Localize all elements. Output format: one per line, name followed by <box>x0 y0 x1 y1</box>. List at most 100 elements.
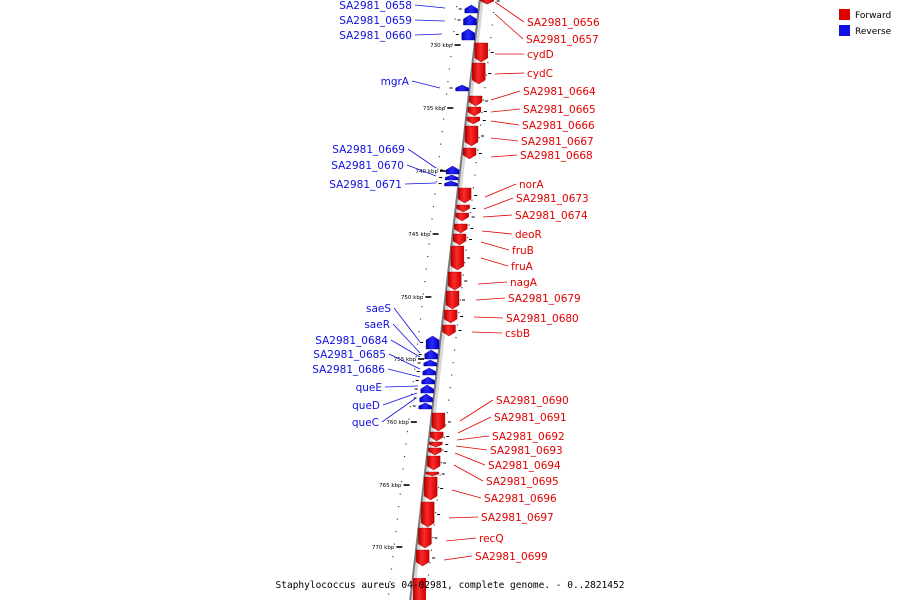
gene-label-sa2981-0667: SA2981_0667 <box>521 136 594 148</box>
minor-tick-dot <box>433 524 435 526</box>
gene-block-sa2981-0684 <box>423 359 437 367</box>
map-caption: Staphylococcus aureus 04-02981, complete… <box>276 580 625 591</box>
gene-label-sa2981-0690: SA2981_0690 <box>496 395 569 407</box>
leader-line-sa2981-0691 <box>457 416 492 434</box>
gene-block-sa2981-0658 <box>464 4 478 14</box>
gene-label-sa2981-0694: SA2981_0694 <box>488 460 561 472</box>
minor-tick-dot <box>455 337 457 339</box>
leader-line-sa2981-0680 <box>473 316 504 319</box>
gene-label-sa2981-0665: SA2981_0665 <box>523 104 596 116</box>
gene-label-sa2981-0666: SA2981_0666 <box>522 120 595 132</box>
leader-line-sa2981-0690 <box>459 399 494 422</box>
legend-forward-label: Forward <box>855 11 891 21</box>
gene-block-sa2981-0659 <box>463 14 477 26</box>
gene-label-sa2981-0691: SA2981_0691 <box>494 412 567 424</box>
minor-tick-dot <box>432 206 435 208</box>
minor-tick-dot <box>474 174 476 176</box>
leader-line-sa2981-0694 <box>454 452 486 466</box>
gene-label-quec: queC <box>352 417 379 429</box>
gene-block-sa2981-0664 <box>468 95 483 107</box>
minor-tick-dot <box>490 37 492 39</box>
minor-tick-dot <box>419 318 422 320</box>
gene-features <box>412 0 500 600</box>
leader-line-frua <box>480 257 509 267</box>
minor-tick-dot <box>458 312 460 314</box>
leader-line-sa2981-0658 <box>414 4 446 9</box>
gene-label-sa2981-0659: SA2981_0659 <box>339 15 412 27</box>
leader-line-sa2981-0693 <box>455 445 488 451</box>
gene-block-sa2981-0657 <box>480 0 494 5</box>
gene-block-cydc <box>472 62 486 85</box>
minor-tick-dot <box>468 224 470 226</box>
genome-backbone <box>409 0 481 600</box>
leader-line-sa2981-0659 <box>414 19 446 22</box>
leader-line-sa2981-0666 <box>490 120 520 126</box>
gene-label-qued: queD <box>352 400 380 412</box>
gene-label-sa2981-0697: SA2981_0697 <box>481 512 554 524</box>
gene-label-sa2981-0696: SA2981_0696 <box>484 493 557 505</box>
gene-label-sa2981-0669: SA2981_0669 <box>332 144 405 156</box>
leader-line-frub <box>480 241 510 251</box>
gene-label-sa2981-0657: SA2981_0657 <box>526 34 599 46</box>
minor-tick-dot <box>456 324 459 326</box>
gene-block-sa2981-0699 <box>415 549 430 567</box>
gene-block-mgra <box>455 84 469 92</box>
gene-block-frub <box>452 233 467 246</box>
minor-tick-dot <box>416 343 419 345</box>
minor-tick-dot <box>429 231 432 233</box>
leader-line-quec <box>381 397 417 423</box>
leader-line-sa2981-0665 <box>490 108 521 113</box>
minor-tick-dot <box>411 393 413 395</box>
scale-tick-label: 730 kbp <box>430 43 453 49</box>
leader-line-sa2981-0686 <box>387 368 421 378</box>
gene-label-recq: recQ <box>479 533 504 545</box>
minor-tick-dot <box>471 199 473 201</box>
leader-line-mgra <box>411 80 441 89</box>
minor-tick-dot <box>484 87 486 89</box>
gene-label-cydc: cydC <box>527 68 553 80</box>
scale-ticks: 730 kbp 735 kbp 740 kbp 745 kbp 750 kbp 755 k… <box>372 43 461 551</box>
minor-tick-dot <box>491 24 493 26</box>
gene-block-sa2981-0679 <box>445 290 460 310</box>
gene-block-quee <box>420 384 434 394</box>
leader-line-nora <box>484 183 517 198</box>
minor-tick-dot <box>425 268 427 270</box>
gene-block-sa2981-0685 <box>422 367 436 376</box>
gene-block-sa2981-0673 <box>456 204 470 213</box>
minor-tick-dot <box>488 49 490 51</box>
leader-line-sa2981-0660 <box>414 33 443 36</box>
gene-block-saes <box>425 335 440 350</box>
gene-block-qued <box>419 393 433 403</box>
gene-block-recq <box>418 527 432 549</box>
gene-label-nora: norA <box>519 179 544 191</box>
leader-line-sa2981-0696 <box>451 489 482 499</box>
minor-tick-dot <box>399 493 401 495</box>
minor-tick-dot <box>443 118 445 120</box>
minor-tick-dot <box>427 574 430 576</box>
leader-line-quee <box>384 385 419 388</box>
leader-line-recq <box>445 537 477 542</box>
gene-label-sa2981-0660: SA2981_0660 <box>339 30 412 42</box>
gene-label-sa2981-0658: SA2981_0658 <box>339 0 412 12</box>
gene-block-sa2981-0692 <box>429 441 443 448</box>
minor-tick-dot <box>393 543 395 545</box>
gene-block-sa2981-0696 <box>423 476 438 501</box>
gene-block-sa2981-0669 <box>445 165 460 175</box>
gene-block-frua <box>450 245 465 271</box>
gene-block-sa2981-0665 <box>467 106 482 117</box>
leader-line-sa2981-0667 <box>490 137 519 142</box>
scale-tick-label: 745 kbp <box>408 232 431 238</box>
gene-block-sa2981-0680 <box>443 309 458 324</box>
leader-line-sa2981-0697 <box>448 516 479 519</box>
gene-block-nora <box>457 187 472 204</box>
scale-tick-label: 765 kbp <box>379 483 402 489</box>
scale-tick-label: 750 kbp <box>401 295 424 301</box>
minor-tick-dot <box>472 187 474 189</box>
gene-label-saes: saeS <box>366 303 391 315</box>
leader-line-csbb <box>471 331 503 334</box>
leader-line-sa2981-0656 <box>494 1 525 23</box>
minor-tick-dot <box>493 12 495 14</box>
leader-line-sa2981-0699 <box>443 555 473 561</box>
minor-tick-dot <box>438 156 440 158</box>
gene-block-sa2981-0671 <box>444 180 458 187</box>
